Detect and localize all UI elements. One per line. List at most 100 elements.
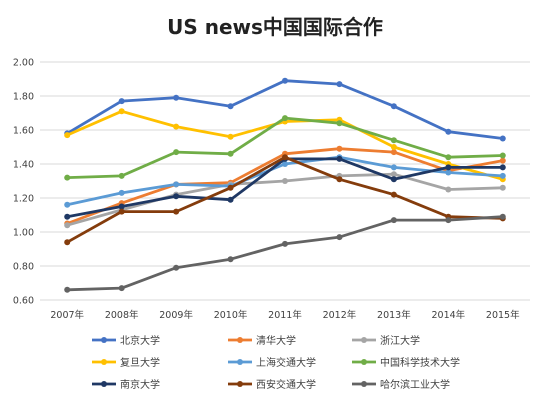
data-point	[445, 164, 452, 171]
legend-label: 清华大学	[256, 334, 296, 347]
data-point	[499, 213, 506, 220]
data-point	[64, 132, 71, 139]
legend-item: 哈尔滨工业大学	[352, 378, 450, 391]
data-point	[173, 181, 180, 188]
legend-label: 哈尔滨工业大学	[380, 378, 450, 391]
x-tick-label: 2008年	[105, 309, 139, 321]
data-point	[118, 108, 125, 115]
data-point	[227, 196, 234, 203]
legend-label: 北京大学	[120, 334, 160, 347]
y-tick-label: 1.40	[13, 160, 34, 171]
legend-marker	[101, 359, 107, 365]
data-point	[282, 154, 288, 161]
legend-marker	[237, 381, 243, 387]
data-point	[282, 115, 288, 122]
chart-title: US news中国国际合作	[167, 15, 383, 39]
data-point	[64, 213, 71, 220]
data-point	[390, 149, 397, 156]
y-tick-label: 1.00	[13, 228, 34, 239]
y-tick-label: 0.80	[13, 262, 34, 273]
data-point	[336, 155, 343, 162]
data-point	[173, 149, 180, 156]
x-tick-label: 2012年	[323, 309, 357, 321]
data-point	[118, 208, 125, 215]
series-7	[64, 154, 506, 246]
data-point	[64, 286, 71, 293]
legend-item: 上海交通大学	[228, 356, 316, 369]
data-point	[499, 172, 506, 179]
x-tick-label: 2011年	[268, 309, 302, 321]
series-5	[64, 115, 506, 181]
data-point	[282, 77, 288, 84]
data-point	[499, 135, 506, 142]
data-point	[282, 161, 288, 167]
y-tick-label: 2.00	[13, 58, 34, 69]
legend-item: 西安交通大学	[228, 378, 316, 391]
series-lines	[64, 77, 506, 293]
data-point	[282, 240, 288, 247]
y-tick-label: 0.60	[13, 296, 34, 307]
data-point	[227, 133, 234, 140]
legend-label: 中国科学技术大学	[380, 356, 460, 369]
data-point	[118, 285, 125, 292]
data-point	[390, 217, 397, 224]
data-point	[336, 145, 343, 152]
legend-item: 复旦大学	[92, 356, 160, 369]
x-tick-label: 2009年	[159, 309, 193, 321]
data-point	[499, 184, 506, 191]
data-point	[173, 264, 180, 271]
legend-marker	[237, 337, 243, 343]
y-tick-label: 1.60	[13, 126, 34, 137]
data-point	[336, 120, 343, 127]
series-line	[67, 215, 503, 292]
legend-item: 南京大学	[92, 378, 160, 391]
legend-label: 西安交通大学	[256, 378, 316, 391]
data-point	[445, 169, 452, 176]
legend-marker	[237, 359, 243, 365]
data-point	[390, 164, 397, 171]
legend-item: 北京大学	[92, 334, 160, 347]
data-point	[499, 152, 506, 159]
legend-label: 复旦大学	[120, 356, 160, 369]
series-8	[64, 213, 506, 293]
x-tick-label: 2013年	[377, 309, 411, 321]
data-point	[336, 81, 343, 88]
data-point	[64, 239, 71, 246]
series-3	[64, 108, 506, 183]
data-point	[445, 154, 452, 161]
data-point	[227, 256, 234, 263]
legend-item: 浙江大学	[352, 334, 420, 347]
data-point	[499, 157, 506, 164]
legend-marker	[361, 359, 367, 365]
data-point	[445, 128, 452, 135]
x-tick-label: 2007年	[50, 309, 84, 321]
data-point	[390, 103, 397, 110]
data-point	[390, 191, 397, 198]
data-point	[445, 217, 452, 224]
data-point	[118, 189, 125, 196]
data-point	[390, 137, 397, 144]
y-tick-label: 1.80	[13, 92, 34, 103]
legend-marker	[101, 381, 107, 387]
legend-label: 上海交通大学	[256, 356, 316, 369]
y-tick-label: 1.20	[13, 194, 34, 205]
legend-marker	[101, 337, 107, 343]
legend-marker	[361, 381, 367, 387]
data-point	[173, 94, 180, 101]
data-point	[336, 234, 343, 241]
series-0	[64, 77, 506, 142]
legend-marker	[361, 337, 367, 343]
y-axis-ticks: 0.60 0.80 1.00 1.20 1.40 1.60 1.80 2.00	[13, 58, 34, 307]
data-point	[499, 164, 506, 171]
data-point	[173, 208, 180, 215]
data-point	[118, 203, 125, 210]
data-point	[390, 176, 397, 183]
legend-label: 南京大学	[120, 378, 160, 391]
data-point	[390, 171, 397, 178]
data-point	[173, 123, 180, 130]
legend-item: 中国科学技术大学	[352, 356, 460, 369]
data-point	[227, 184, 234, 191]
data-point	[390, 144, 397, 150]
x-tick-label: 2015年	[486, 309, 520, 321]
